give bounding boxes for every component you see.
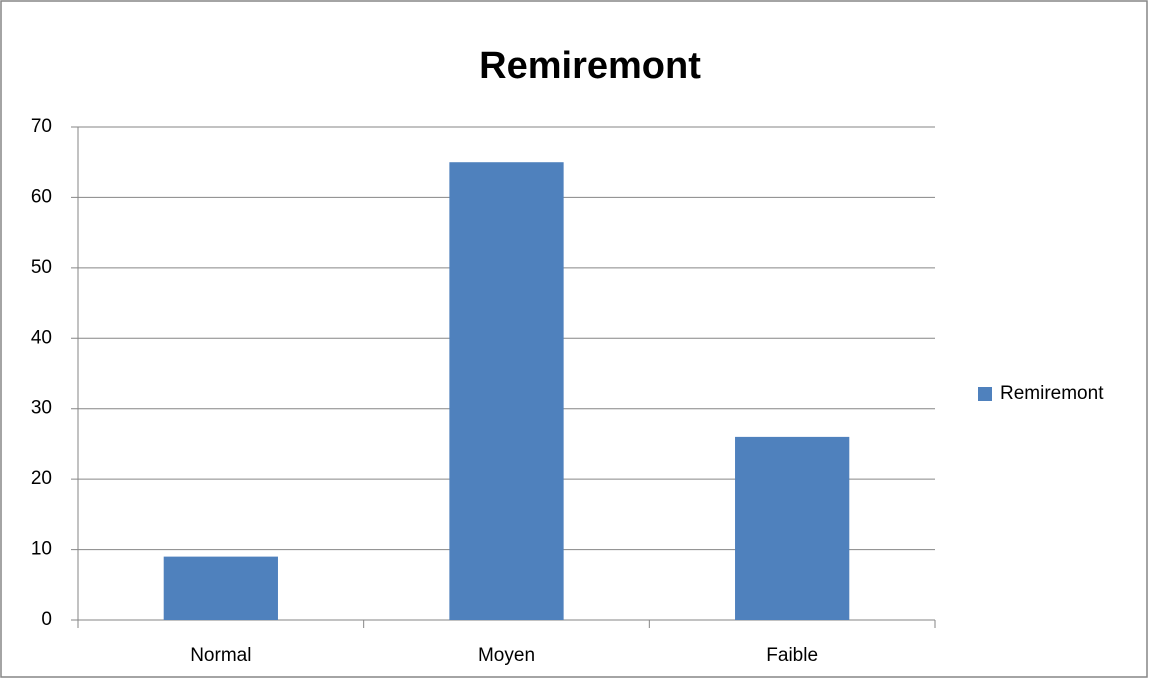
- bar: [163, 556, 278, 620]
- chart-title: Remiremont: [479, 45, 701, 87]
- y-tick-label: 70: [31, 116, 52, 137]
- bar: [735, 436, 850, 620]
- y-tick-label: 40: [31, 327, 52, 348]
- y-tick-label: 60: [31, 186, 52, 207]
- x-tick-label: Normal: [190, 645, 251, 666]
- y-tick-label: 20: [31, 468, 52, 489]
- y-tick-label: 10: [31, 539, 52, 560]
- legend-label: Remiremont: [1000, 383, 1104, 404]
- legend-swatch: [978, 387, 992, 401]
- y-tick-label: 50: [31, 257, 52, 278]
- y-tick-label: 30: [31, 398, 52, 419]
- x-tick-label: Faible: [766, 645, 818, 666]
- bar: [449, 162, 564, 620]
- x-tick-label: Moyen: [478, 645, 535, 666]
- y-tick-label: 0: [41, 609, 52, 630]
